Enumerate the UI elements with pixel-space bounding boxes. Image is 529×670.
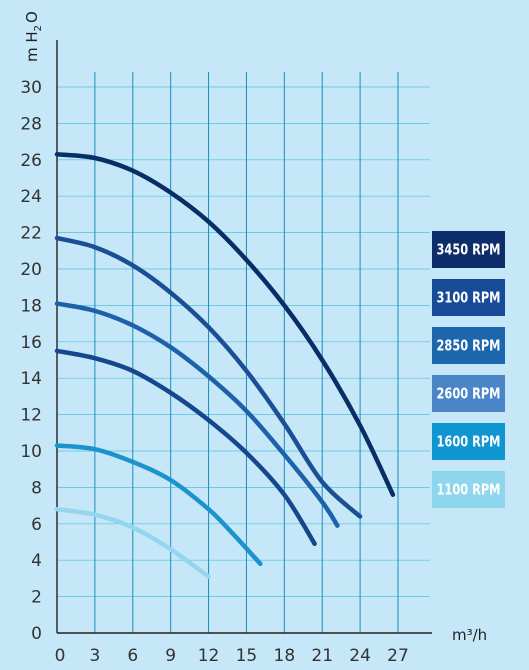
y-tick-label: 26 [20, 151, 42, 171]
series-lines [54, 152, 396, 579]
axes [56, 40, 432, 634]
x-tick-label: 21 [311, 646, 333, 666]
y-tick-label: 24 [20, 187, 42, 207]
y-tick-label: 16 [20, 333, 42, 353]
y-axis-label: m H2 O [23, 11, 44, 62]
legend-item-3450-rpm: 3450 RPM [432, 231, 505, 268]
x-tick-label: 24 [349, 646, 371, 666]
x-tick-label: 9 [165, 646, 176, 666]
x-tick-label: 15 [236, 646, 258, 666]
y-tick-label: 4 [31, 551, 42, 571]
y-tick-label: 10 [20, 442, 42, 462]
legend-swatch [432, 279, 505, 316]
y-axis-label-tail: O [23, 11, 41, 23]
x-tick-label: 0 [55, 646, 66, 666]
x-tick-labels: 0 3 6 9 12 15 18 21 24 27 [55, 646, 409, 666]
legend-label: 3450 RPM [437, 241, 501, 259]
legend-swatch [432, 327, 505, 364]
y-tick-label: 28 [20, 114, 42, 134]
y-axis-label-sub: 2 [33, 25, 44, 31]
x-axis-label: m³/h [452, 626, 487, 644]
series-line-3100-rpm [54, 235, 363, 519]
y-tick-label: 22 [20, 224, 42, 244]
x-tick-label: 12 [198, 646, 220, 666]
legend-label: 1600 RPM [437, 433, 501, 451]
series-line-3450-rpm [54, 152, 396, 497]
y-tick-label: 0 [31, 624, 42, 644]
series-line-1600-rpm [54, 443, 263, 567]
series-line-2600-rpm [54, 348, 317, 547]
legend-item-3100-rpm: 3100 RPM [432, 279, 505, 316]
y-tick-label: 12 [20, 406, 42, 426]
x-tick-label: 18 [274, 646, 296, 666]
x-tick-label: 6 [127, 646, 138, 666]
y-tick-label: 18 [20, 296, 42, 316]
y-tick-label: 2 [31, 588, 42, 608]
legend-label: 2850 RPM [437, 337, 501, 355]
legend-swatch [432, 375, 505, 412]
legend-item-2600-rpm: 2600 RPM [432, 375, 505, 412]
legend-swatch [432, 231, 505, 268]
series-line-2850-rpm [54, 301, 340, 528]
legend-item-1100-rpm: 1100 RPM [432, 471, 505, 508]
y-tick-label: 6 [31, 515, 42, 535]
x-tick-label: 3 [89, 646, 100, 666]
legend-label: 2600 RPM [437, 385, 501, 403]
y-tick-label: 20 [20, 260, 42, 280]
legend-swatch [432, 423, 505, 460]
y-tick-label: 8 [31, 478, 42, 498]
y-tick-label: 14 [20, 369, 42, 389]
legend-item-1600-rpm: 1600 RPM [432, 423, 505, 460]
y-tick-label: 30 [20, 78, 42, 98]
legend-item-2850-rpm: 2850 RPM [432, 327, 505, 364]
grid [57, 72, 430, 633]
legend-label: 1100 RPM [437, 481, 501, 499]
y-axis-label-main: m H [23, 31, 41, 62]
legend-swatch [432, 471, 505, 508]
x-tick-label: 27 [387, 646, 409, 666]
legend: 3450 RPM 3100 RPM 2850 RPM 2600 RPM 1600 RPM… [432, 231, 505, 508]
legend-label: 3100 RPM [437, 289, 501, 307]
series-line-1100-rpm [54, 506, 211, 579]
